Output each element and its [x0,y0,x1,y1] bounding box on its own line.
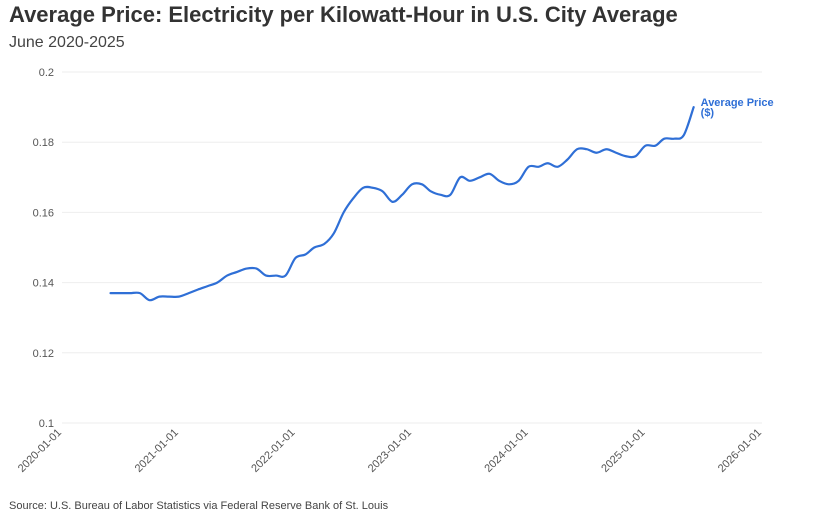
grid-lines [62,71,762,424]
source-note: Source: U.S. Bureau of Labor Statistics … [9,500,389,512]
x-axis: 2020-01-01 2021-01-01 2022-01-01 2023-01-01… [16,427,764,475]
chart-title: Average Price: Electricity per Kilowatt-… [9,2,678,27]
x-tick-label: 2026-01-01 [716,427,764,475]
x-tick-label: 2021-01-01 [133,427,181,475]
y-tick-label: 0.1 [39,418,54,430]
x-tick-label: 2020-01-01 [16,427,64,475]
series-line [109,106,695,302]
x-tick-label: 2025-01-01 [599,427,647,475]
series-label: Average Price ($) [701,97,774,119]
y-tick-label: 0.2 [39,67,54,79]
y-tick-label: 0.18 [33,137,54,149]
x-tick-label: 2023-01-01 [366,427,414,475]
x-tick-label: 2024-01-01 [482,427,530,475]
x-tick-label: 2022-01-01 [249,427,297,475]
series-group: Average Price ($) [109,97,774,302]
chart-subtitle: June 2020-2025 [9,34,125,51]
y-tick-label: 0.12 [33,348,54,360]
y-tick-label: 0.16 [33,207,54,219]
y-axis: 0.1 0.12 0.14 0.16 0.18 0.2 [33,67,54,430]
y-tick-label: 0.14 [33,278,54,290]
